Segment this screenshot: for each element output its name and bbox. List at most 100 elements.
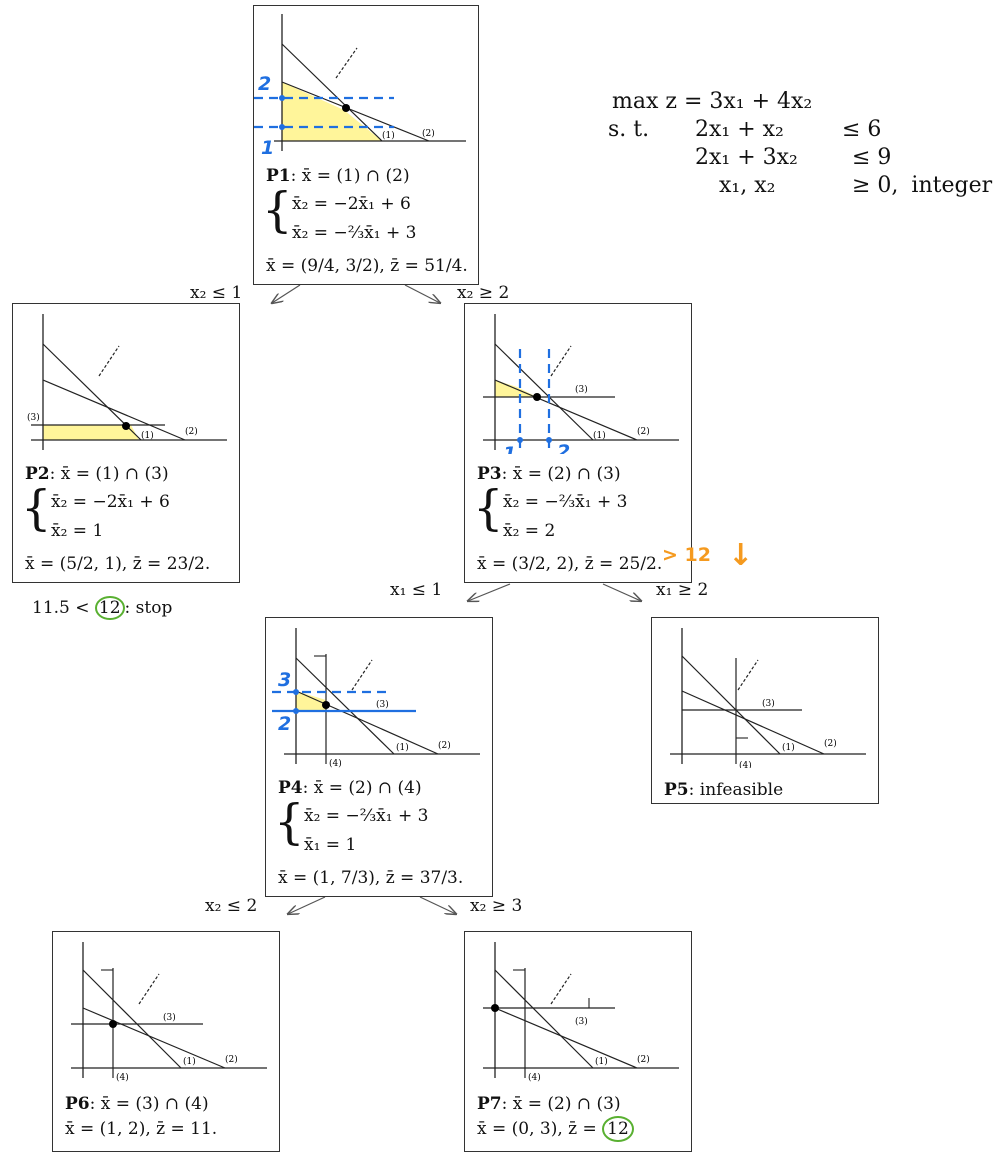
p3-sys-2: x̄₂ = 2 [503,521,556,541]
p6-line-1 [82,969,182,1069]
p5-label-1: (1) [782,742,795,753]
p5-label-3: (3) [762,698,775,709]
p4-head: P4: x̄ = (2) ∩ (4) [278,778,422,798]
p6-label-4: (4) [116,1072,129,1082]
p4-label-3: (3) [376,699,389,710]
p2-optimum-point [122,422,130,430]
node-p5: (3) (1) (2) (4) P5: infeasible [651,617,879,804]
p4-sys-2: x̄₁ = 1 [304,835,357,855]
edge-label-p3-p4: x₁ ≤ 1 [390,580,443,600]
edge-p3-p5 [602,583,641,601]
edge-p3-p4 [468,583,511,601]
constraint-2-rhs: ≤ 9 [852,145,892,170]
p7-solution: x̄ = (0, 3), z̄ = 12 [477,1116,634,1142]
constraint-2-lhs: 2x₁ + 3x₂ [695,145,798,170]
p2-stop-note: 11.5 < 12: stop [32,596,173,620]
p7-label-4: (4) [528,1072,541,1082]
p2-label-1: (1) [141,430,154,441]
p3-label-3: (3) [575,384,588,395]
p6-label-2: (2) [225,1054,238,1065]
edge-label-p4-p6: x₂ ≤ 2 [205,896,258,916]
st-label: s. t. [608,117,650,142]
edge-p1-p3 [404,284,440,303]
p1-line-2 [281,81,430,142]
node-p4: (3) (1) (2) (4) 3 2 P4: x̄ = (2) ∩ (4) {… [265,617,493,897]
p2-label-3: (3) [27,412,40,423]
p6-optimum-point [109,1020,117,1028]
node-p6: (3) (1) (2) (4) P6: x̄ = (3) ∩ (4) x̄ = … [52,931,280,1152]
p3-head: P3: x̄ = (2) ∩ (3) [477,464,621,484]
edge-label-p3-p5: x₁ ≥ 2 [656,580,709,600]
constraint-3-lhs: x₁, x₂ [719,173,776,198]
constraint-2: 2x₁ + 3x₂ ≤ 9 [612,144,992,172]
p6-line-2 [82,1007,226,1069]
p5-line-2 [681,690,825,755]
constraint-1-rhs: ≤ 6 [842,117,882,142]
p2-solution: x̄ = (5/2, 1), z̄ = 23/2. [25,554,211,574]
p4-plot: (3) (1) (2) (4) 3 2 [272,628,480,768]
constraint-1-lhs: 2x₁ + x₂ [695,117,784,142]
p4-solution: x̄ = (1, 7/3), z̄ = 37/3. [278,868,464,888]
node-p2: (3) (1) (2) P2: x̄ = (1) ∩ (3) { x̄₂ = −… [12,303,240,583]
p1-label-2: (2) [422,128,435,139]
p1-feasible-region [282,82,382,141]
p3-label-1: (1) [593,430,606,441]
p7-label-1: (1) [595,1056,608,1067]
p6-solution: x̄ = (1, 2), z̄ = 11. [65,1119,218,1139]
p1-sys-2: x̄₂ = −⅔x̄₁ + 3 [292,223,417,243]
problem-statement: max z = 3x₁ + 4x₂ s. t. 2x₁ + x₂ ≤ 6 2x₁… [608,88,992,200]
p2-line-2 [42,379,186,441]
p1-plot: (1) (2) 2 1 [254,14,466,156]
edge-label-p1-p3: x₂ ≥ 2 [457,283,510,303]
p7-line-2 [494,1007,638,1069]
p3-solution: x̄ = (3/2, 2), z̄ = 25/2. [477,554,663,574]
p2-note-circled-12: 12 [94,596,125,620]
constraint-3-integer: integer [911,173,993,198]
p7-head: P7: x̄ = (2) ∩ (3) [477,1094,621,1114]
p4-optimum-point [322,701,330,709]
p2-sys-1: x̄₂ = −2x̄₁ + 6 [51,492,170,512]
p1-ann-1: 1 [261,137,274,156]
constraint-1: s. t. 2x₁ + x₂ ≤ 6 [608,116,992,144]
p2-objective-dir [98,345,120,377]
p3-brace: { [473,480,504,536]
p4-feasible-region [296,691,326,711]
p3-sys-1: x̄₂ = −⅔x̄₁ + 3 [503,492,628,512]
p5-head: P5: infeasible [664,780,784,800]
p3-label-2: (2) [637,426,650,437]
p7-plot: (3) (1) (2) (4) [483,942,679,1082]
p4-line-2 [295,690,439,755]
p1-line-1 [281,43,383,142]
p3-plot: (3) (1) (2) 1 2 [483,314,679,454]
p5-label-2: (2) [824,738,837,749]
p4-label-2: (2) [438,740,451,751]
p1-label-1: (1) [382,130,395,141]
p2-sys-2: x̄₂ = 1 [51,521,104,541]
p5-label-4: (4) [739,760,752,768]
objective: max z = 3x₁ + 4x₂ [612,89,813,114]
edge-label-p1-p2: x₂ ≤ 1 [190,283,243,303]
p1-ann-2: 2 [258,73,271,95]
p5-objective-dir [737,659,759,691]
p1-optimum-point [342,104,350,112]
p4-label-4: (4) [329,758,342,768]
p7-label-3: (3) [575,1016,588,1027]
node-p1: (1) (2) 2 1 P1: x̄ = (1) ∩ (2) { x̄₂ = −… [253,5,479,285]
p4-brace: { [274,794,305,850]
p3-line-2 [494,379,638,441]
p3-ann-2: 2 [557,441,570,454]
p6-label-3: (3) [163,1012,176,1023]
p3-ann-1: 1 [503,443,516,454]
p3-optimum-point [533,393,541,401]
p3-objective-dir [550,345,572,377]
p4-sys-1: x̄₂ = −⅔x̄₁ + 3 [304,806,429,826]
p2-feasible-region [43,425,139,440]
p3-line-1 [494,343,594,441]
p4-objective-dir [351,659,373,691]
p7-line-1 [494,969,594,1069]
p7-circled-12: 12 [602,1116,634,1142]
p5-plot: (3) (1) (2) (4) [670,628,866,768]
constraint-3: x₁, x₂ ≥ 0, integer [612,172,992,200]
p7-objective-dir [550,973,572,1005]
edge-label-p4-p7: x₂ ≥ 3 [470,896,523,916]
